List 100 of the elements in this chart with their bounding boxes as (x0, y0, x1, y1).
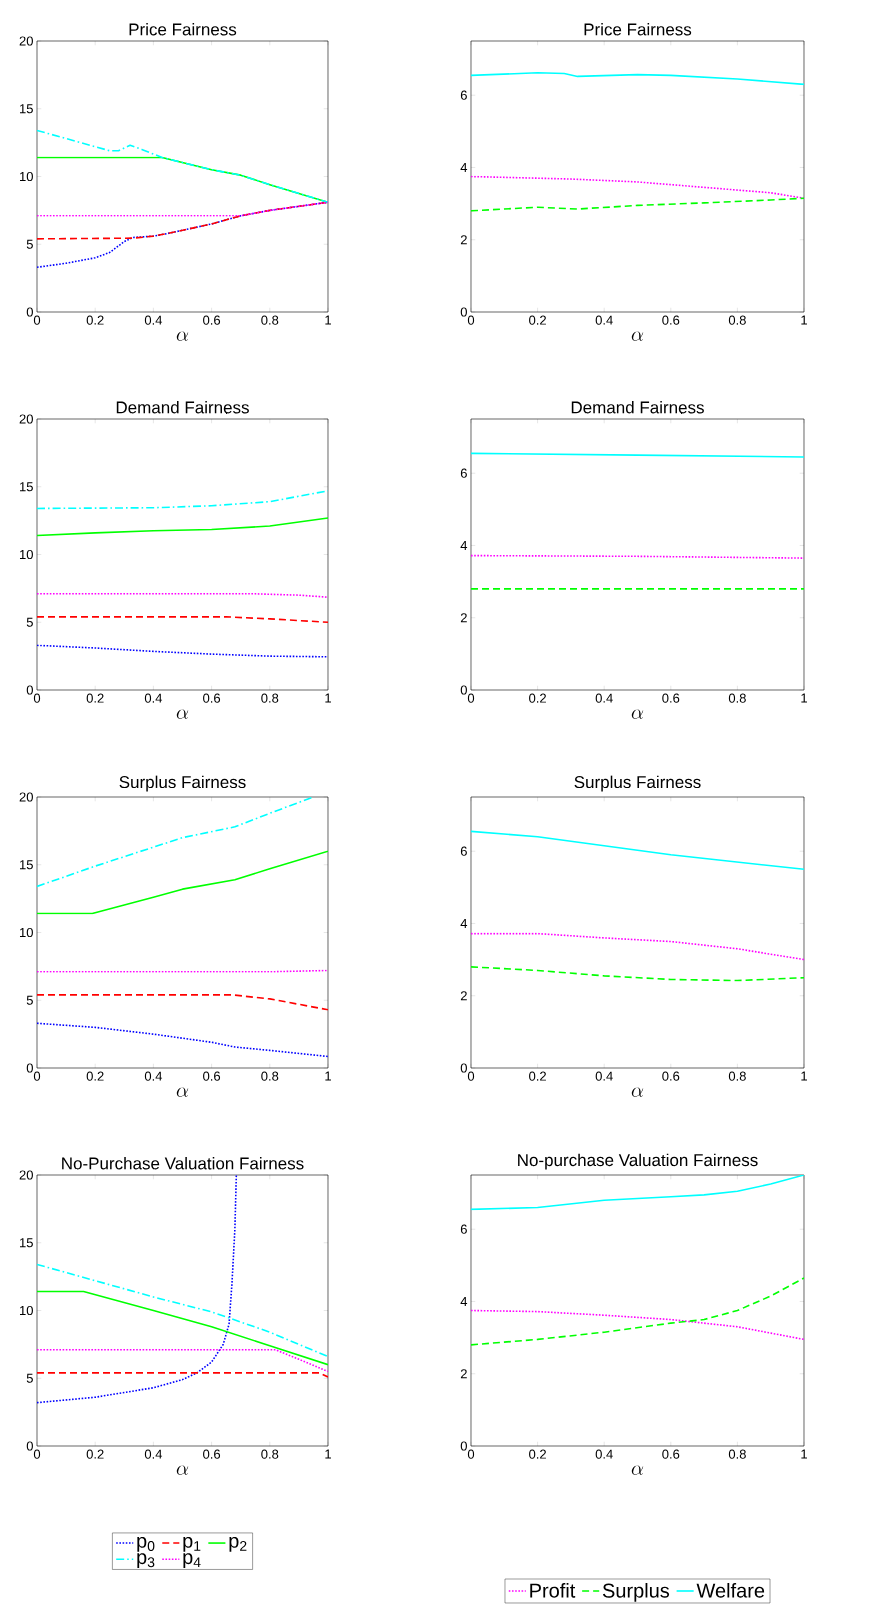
y-tick-label: 10 (19, 927, 33, 938)
y-tick-label: 15 (19, 860, 33, 870)
y-tick-label: 2 (460, 991, 467, 1001)
x-tick-label: 0.6 (203, 1071, 221, 1081)
x-tick-label: 0.6 (203, 315, 221, 325)
x-tick-label: 0.6 (662, 1449, 680, 1459)
x-tick-label: 0.2 (86, 693, 104, 703)
x-tick-label: 0 (33, 315, 41, 325)
x-tick-label: 0.8 (728, 315, 746, 325)
x-tick-label: 0.2 (86, 1071, 104, 1081)
y-tick-label: 10 (19, 549, 33, 560)
y-tick-label: 20 (19, 414, 33, 424)
x-tick-label: 0 (33, 1071, 41, 1081)
y-tick-label: 5 (26, 1373, 33, 1383)
y-tick-label: 2 (460, 1369, 467, 1379)
x-tick-label: 0.4 (595, 1449, 613, 1459)
x-axis-title: $\alpha$ (631, 709, 644, 719)
x-tick-label: 1 (325, 315, 331, 325)
line-series (471, 932, 804, 961)
x-tick-label: 0.6 (662, 1071, 680, 1081)
x-tick-label: 0 (467, 1071, 475, 1081)
legend-label: Welfare (696, 1583, 765, 1598)
line-series (37, 1022, 328, 1058)
x-tick-label: 0.2 (529, 693, 546, 703)
chart-title: No-Purchase Valuation Fairness (62, 1157, 304, 1170)
y-tick-label: 15 (19, 482, 33, 492)
y-tick-label: 15 (19, 104, 33, 114)
line-series (471, 72, 804, 86)
chart-title: No-purchase Valuation Fairness (518, 1153, 758, 1170)
y-tick-label: 10 (19, 171, 33, 182)
line-series (471, 966, 804, 982)
x-tick-label: 0.4 (144, 1071, 163, 1081)
x-axis-title: $\alpha$ (176, 1465, 189, 1475)
x-tick-label: 0.2 (86, 315, 104, 325)
x-axis-title: $\alpha$ (176, 331, 189, 341)
x-tick-label: 0.2 (86, 1449, 104, 1459)
x-tick-label: 0.2 (529, 315, 546, 325)
line-series (471, 1175, 804, 1211)
legend-label: p$_{3}$ (137, 1553, 155, 1569)
line-series (471, 197, 804, 212)
x-tick-label: 0 (467, 315, 475, 325)
y-tick-label: 5 (26, 995, 33, 1005)
x-axis-title: $\alpha$ (631, 1087, 644, 1097)
legend-label: p$_{0}$ (137, 1536, 155, 1552)
line-series (37, 1175, 238, 1404)
y-tick-label: 4 (460, 919, 468, 928)
x-tick-label: 0 (467, 1449, 475, 1459)
y-tick-label: 6 (460, 90, 467, 100)
legend-label: Profit (530, 1583, 576, 1598)
legend-label: Surplus (602, 1583, 670, 1602)
line-series (37, 644, 328, 658)
y-tick-label: 20 (19, 792, 33, 802)
x-tick-label: 0.4 (144, 315, 163, 325)
x-tick-label: 0.8 (261, 1071, 279, 1081)
x-tick-label: 0.6 (203, 693, 221, 703)
line-series (471, 1309, 804, 1341)
x-axis-title: $\alpha$ (176, 709, 189, 719)
y-tick-label: 5 (26, 239, 33, 249)
x-tick-label: 0.8 (728, 1071, 746, 1081)
y-tick-label: 2 (460, 613, 467, 623)
line-series (37, 490, 328, 510)
y-tick-label: 0 (460, 1063, 467, 1073)
y-tick-label: 0 (26, 307, 33, 317)
y-tick-label: 15 (19, 1238, 33, 1248)
y-tick-label: 0 (460, 685, 467, 695)
x-tick-label: 0.8 (261, 315, 279, 325)
x-tick-label: 0.4 (144, 693, 163, 703)
y-tick-label: 20 (19, 1170, 33, 1180)
legend-label: p$_{2}$ (229, 1536, 247, 1552)
y-tick-label: 6 (460, 846, 467, 856)
chart-title: Surplus Fairness (119, 775, 246, 792)
y-tick-label: 6 (460, 1224, 467, 1234)
x-tick-label: 0.6 (662, 315, 680, 325)
line-series (471, 175, 804, 199)
y-tick-label: 2 (460, 235, 467, 245)
x-tick-label: 0.4 (595, 1071, 613, 1081)
y-tick-label: 4 (460, 541, 468, 550)
x-tick-label: 0 (467, 693, 475, 703)
x-tick-label: 0.8 (261, 693, 279, 703)
y-tick-label: 5 (26, 617, 33, 627)
chart-title: Price Fairness (584, 23, 692, 36)
y-tick-label: 0 (26, 1441, 33, 1451)
y-tick-label: 0 (26, 685, 33, 695)
legend-label: p$_{4}$ (183, 1553, 201, 1569)
chart-title: Surplus Fairness (574, 775, 701, 792)
x-tick-label: 0.6 (662, 693, 680, 703)
y-tick-label: 20 (19, 36, 33, 46)
x-tick-label: 0 (33, 1449, 41, 1459)
x-tick-label: 0.8 (728, 693, 746, 703)
x-tick-label: 1 (801, 1449, 807, 1459)
x-tick-label: 0.8 (261, 1449, 279, 1459)
x-tick-label: 0.4 (595, 315, 613, 325)
y-tick-label: 6 (460, 468, 467, 478)
y-tick-label: 0 (26, 1063, 33, 1073)
x-axis-title: $\alpha$ (631, 331, 644, 341)
line-series (471, 1277, 804, 1346)
y-tick-label: 0 (460, 307, 467, 317)
x-tick-label: 0 (33, 693, 41, 703)
chart-title: Price Fairness (129, 23, 237, 36)
y-tick-label: 0 (460, 1441, 467, 1451)
